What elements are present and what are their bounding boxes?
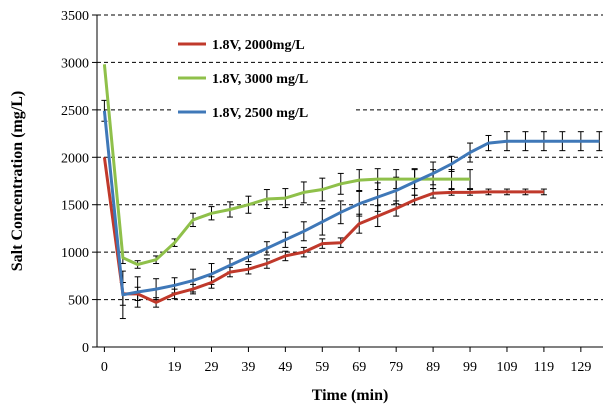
x-tick-label: 89 <box>426 360 440 375</box>
legend-item-bg <box>174 67 356 87</box>
y-tick-label: 3500 <box>61 9 89 24</box>
legend-label: 1.8V, 2000mg/L <box>212 38 305 53</box>
x-tick-label: 59 <box>315 360 329 375</box>
x-tick-label: 109 <box>496 360 517 375</box>
legend-item-1: 1.8V, 2000mg/L <box>174 33 356 53</box>
x-tick-label: 39 <box>241 360 255 375</box>
x-tick-label: 49 <box>278 360 292 375</box>
y-tick-label: 1000 <box>61 246 89 261</box>
axes <box>92 14 603 352</box>
y-tick-label: 2500 <box>61 104 89 119</box>
y-tick-label: 2000 <box>61 151 89 166</box>
y-tick-label: 1500 <box>61 199 89 214</box>
series-line-2 <box>102 64 470 266</box>
x-tick-label: 29 <box>204 360 218 375</box>
series-line-1 <box>102 157 544 304</box>
x-tick-labels: 0 19 29 39 49 59 69 79 89 99 109 119 129 <box>101 360 591 375</box>
y-tick-label: 3000 <box>61 56 89 71</box>
legend-item-bg <box>174 33 356 53</box>
x-tick-label: 0 <box>101 360 108 375</box>
x-axis-title: Time (min) <box>312 387 389 404</box>
legend-item-2: 1.8V, 3000 mg/L <box>174 67 356 87</box>
x-tick-label: 119 <box>534 360 554 375</box>
x-tick-label: 129 <box>570 360 591 375</box>
series-1 <box>119 188 547 308</box>
y-tick-labels: 0 500 1000 1500 2000 2500 3000 3500 <box>61 9 89 356</box>
y-tick-label: 0 <box>82 341 89 356</box>
x-tick-label: 19 <box>168 360 182 375</box>
series-line-3 <box>102 110 600 297</box>
y-tick-label: 500 <box>68 294 89 309</box>
legend-label: 1.8V, 3000 mg/L <box>212 72 308 87</box>
x-tick-label: 99 <box>463 360 477 375</box>
legend-label: 1.8V, 2500 mg/L <box>212 106 308 121</box>
x-tick-label: 79 <box>389 360 403 375</box>
y-axis-title: Salt Concentration (mg/L) <box>9 91 26 271</box>
legend-item-3: 1.8V, 2500 mg/L <box>174 101 356 121</box>
gridlines <box>97 14 603 301</box>
legend: 1.8V, 2000mg/L 1.8V, 3000 mg/L 1.8V, 2500 … <box>174 33 356 121</box>
x-tick-label: 69 <box>352 360 366 375</box>
legend-item-bg <box>174 101 356 121</box>
series <box>101 64 603 320</box>
